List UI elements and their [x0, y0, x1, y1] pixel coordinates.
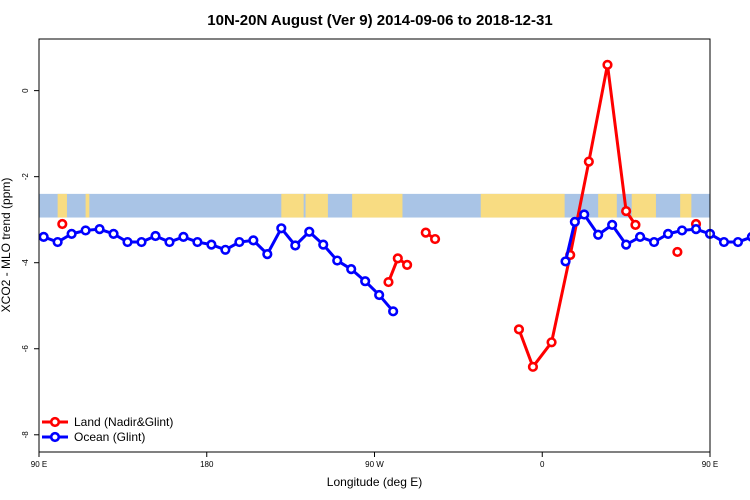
land-point — [621, 205, 632, 217]
ocean-point — [178, 231, 189, 242]
land-point — [429, 233, 441, 245]
chart-title: 10N-20N August (Ver 9) 2014-09-06 to 201… — [207, 12, 552, 29]
land-point — [383, 276, 394, 288]
legend-marker-ocean — [49, 431, 61, 443]
legend-label-land: Land (Nadir&Glint) — [74, 415, 173, 429]
ocean-point — [192, 236, 203, 248]
x-tick-label: 90 E — [31, 460, 47, 469]
ocean-point — [122, 236, 133, 248]
ocean-point — [318, 239, 329, 250]
land-point — [402, 259, 413, 270]
x-tick-label: 90 W — [365, 460, 384, 469]
land-point — [583, 156, 594, 167]
ocean-point — [248, 235, 259, 246]
ocean-point — [388, 306, 399, 317]
series-layer — [38, 59, 750, 372]
land-point — [630, 219, 641, 230]
map-strip-land-3 — [305, 193, 328, 218]
ocean-series-line-0 — [43, 226, 395, 313]
map-strip-land-4 — [352, 193, 403, 218]
land-point — [527, 361, 539, 372]
land-point — [602, 59, 613, 70]
ocean-point — [569, 216, 580, 227]
map-strip-land-5 — [480, 193, 565, 218]
ocean-point — [621, 239, 632, 250]
y-tick-label: -8 — [21, 431, 30, 439]
y-tick-label: 0 — [21, 88, 30, 93]
map-strip-land-6 — [598, 193, 617, 218]
ocean-point — [593, 229, 604, 240]
ocean-point — [676, 225, 688, 236]
legend: Land (Nadir&Glint) Ocean (Glint) — [42, 415, 173, 444]
land-point — [546, 337, 557, 348]
land-point — [672, 246, 683, 258]
ocean-point — [374, 289, 385, 301]
ocean-point — [164, 236, 175, 248]
land-point — [420, 227, 431, 238]
ocean-point — [635, 231, 646, 242]
y-tick-label: -2 — [21, 173, 30, 181]
ocean-point — [38, 231, 49, 242]
ocean-point — [607, 219, 618, 230]
x-tick-label: 90 E — [702, 460, 718, 469]
legend-label-ocean: Ocean (Glint) — [74, 430, 145, 444]
ocean-point — [136, 236, 147, 248]
x-axis-label: Longitude (deg E) — [327, 475, 422, 489]
map-strip-land-2 — [281, 193, 304, 218]
land-point — [392, 253, 403, 264]
y-axis-label: XCO2 - MLO trend (ppm) — [0, 178, 13, 313]
ocean-point — [290, 240, 301, 251]
ocean-point — [346, 264, 357, 275]
map-strip-land-1 — [85, 193, 90, 218]
ocean-point — [304, 226, 315, 237]
x-axis: 90 E 180 90 W 0 90 E — [31, 452, 718, 469]
ocean-point — [579, 209, 590, 220]
ocean-point — [234, 236, 245, 248]
ocean-point — [108, 228, 119, 239]
ocean-point — [332, 255, 343, 266]
x-tick-label: 0 — [540, 460, 545, 469]
ocean-point — [662, 228, 674, 239]
map-strip-land-8 — [680, 193, 692, 218]
ocean-point — [732, 236, 744, 248]
land-point — [57, 218, 68, 230]
ocean-point — [80, 225, 91, 236]
ocean-point — [360, 276, 371, 287]
ocean-point — [52, 236, 63, 248]
legend-marker-land — [49, 416, 61, 428]
land-series-line-3 — [517, 63, 637, 369]
ocean-point — [560, 256, 571, 267]
map-strip — [39, 193, 710, 218]
y-tick-label: -6 — [21, 345, 30, 353]
ocean-point — [66, 228, 77, 239]
ocean-point — [718, 236, 730, 248]
ocean-point — [262, 249, 273, 260]
land-point — [513, 324, 525, 335]
map-strip-land-7 — [631, 193, 656, 218]
ocean-point — [690, 224, 702, 235]
ocean-point — [94, 224, 105, 235]
ocean-point — [648, 236, 660, 248]
ocean-point — [220, 244, 231, 255]
y-tick-label: -4 — [21, 259, 30, 267]
ocean-point — [150, 230, 161, 242]
y-axis: 0 -2 -4 -6 -8 — [21, 88, 39, 439]
x-tick-label: 180 — [200, 460, 214, 469]
map-strip-land-0 — [57, 193, 67, 218]
ocean-point — [276, 223, 287, 234]
ocean-point — [206, 239, 217, 250]
